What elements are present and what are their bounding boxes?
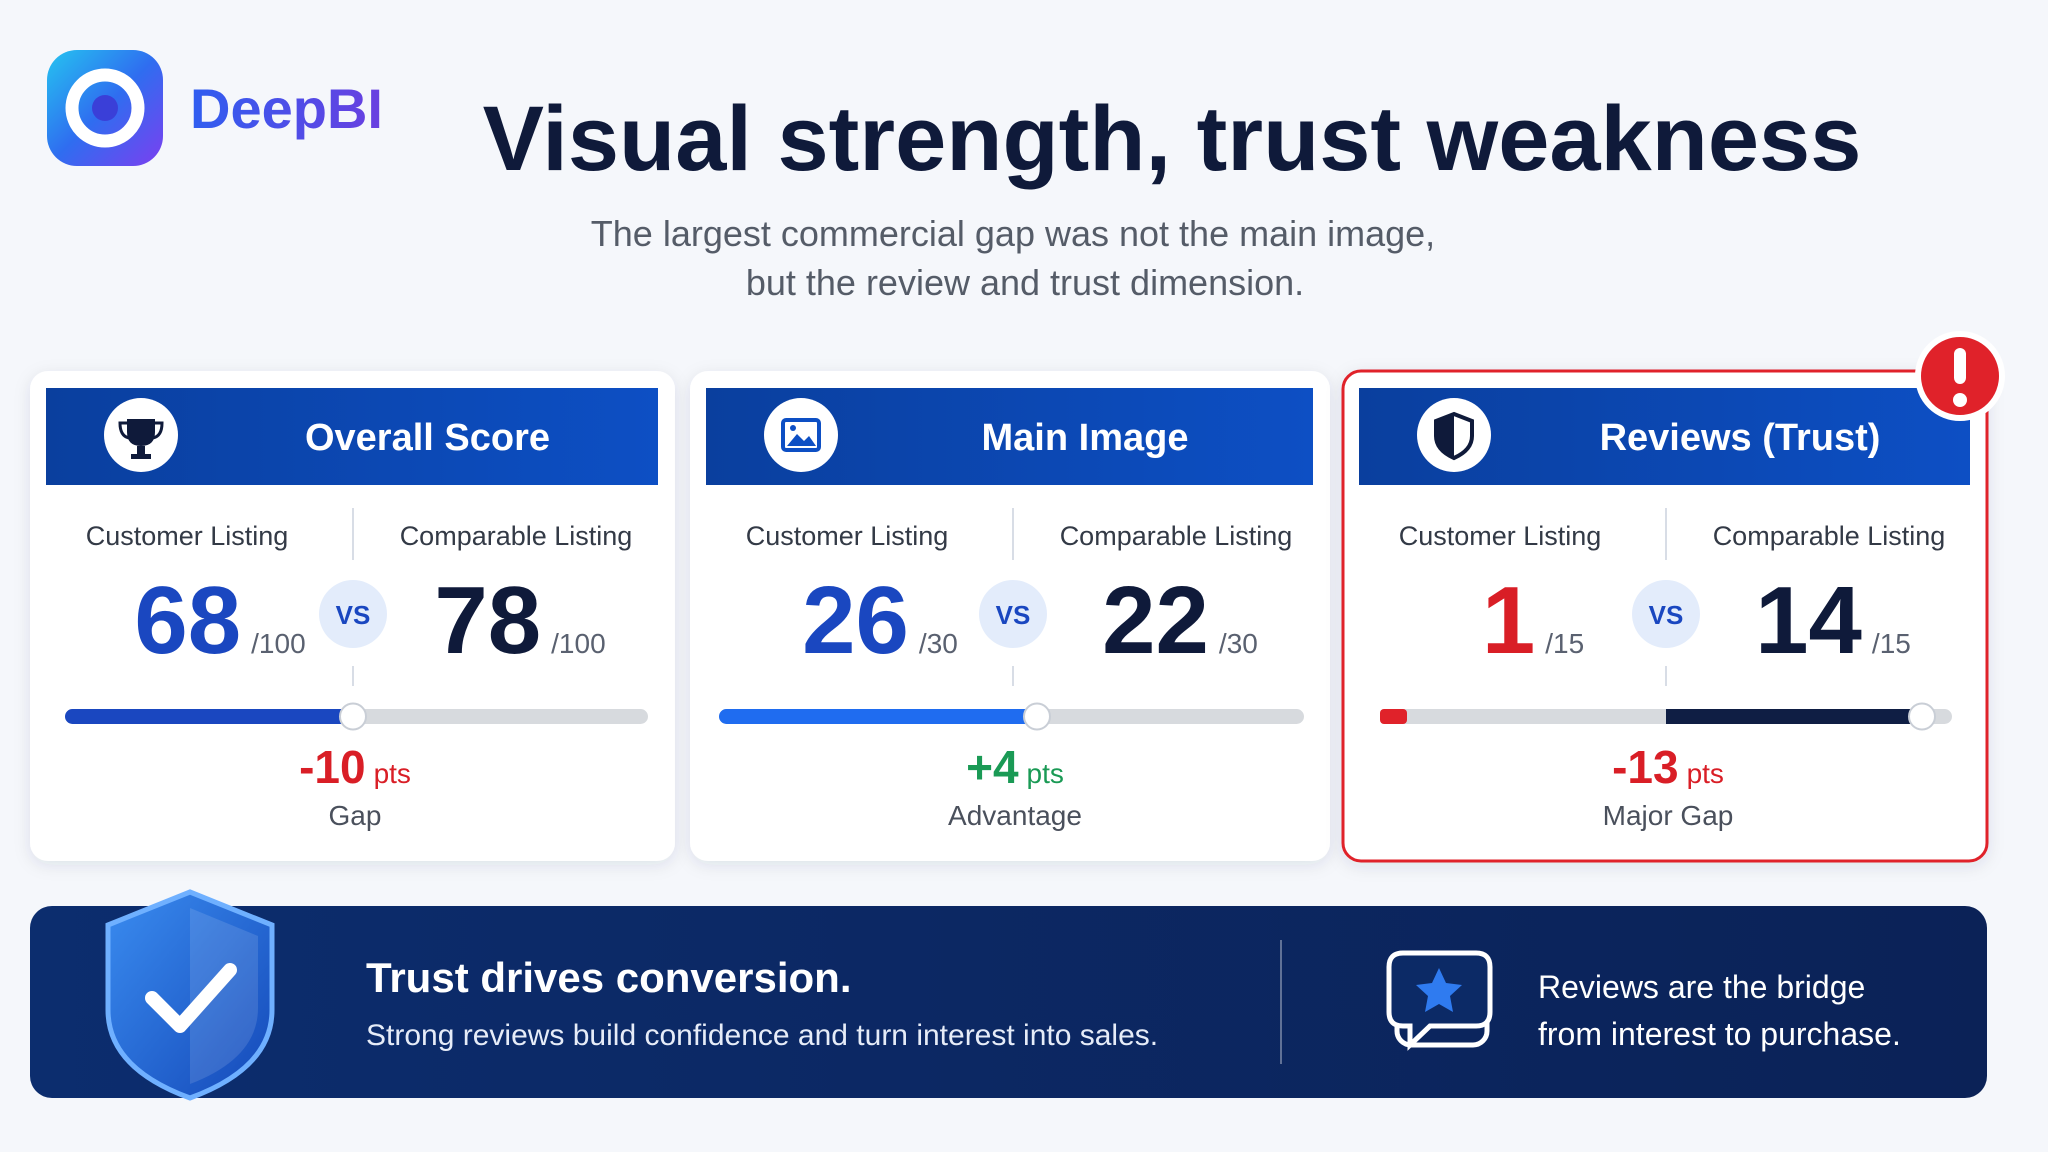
customer-label: Customer Listing bbox=[86, 521, 289, 551]
logo-ring bbox=[65, 68, 145, 148]
comparable-label: Comparable Listing bbox=[1060, 521, 1293, 551]
trophy-handles bbox=[118, 421, 164, 440]
check-icon bbox=[145, 963, 237, 1033]
logo-dot bbox=[92, 95, 118, 121]
image-icon bbox=[781, 418, 821, 452]
banner-note: Reviews are the bridge bbox=[1538, 969, 1865, 1005]
gap: -13 pts bbox=[1612, 741, 1724, 793]
comparable-score: 14/15 bbox=[1755, 567, 1911, 674]
slider-knob bbox=[1908, 702, 1936, 731]
image-icon-sun bbox=[790, 425, 796, 431]
customer-score-value: 68 bbox=[134, 567, 241, 674]
card-title: Main Image bbox=[982, 417, 1189, 459]
customer-label: Customer Listing bbox=[1399, 521, 1602, 551]
customer-score-value: 26 bbox=[802, 567, 909, 674]
alert-mark bbox=[1954, 348, 1966, 384]
banner-text: Strong reviews build confidence and turn… bbox=[366, 1019, 1158, 1052]
comparable-score: 22/30 bbox=[1102, 567, 1258, 674]
cards: Overall Score Customer Listing Comparable … bbox=[30, 369, 1989, 863]
comparable-score: 78/100 bbox=[434, 567, 605, 674]
banner-heading: Trust drives conversion. bbox=[366, 954, 852, 1001]
score-card: Main Image Customer Listing Comparable Lis… bbox=[690, 371, 1330, 861]
gap-label: Advantage bbox=[948, 800, 1082, 831]
customer-label: Customer Listing bbox=[746, 521, 949, 551]
vs-badge bbox=[319, 580, 387, 648]
comparable-label: Comparable Listing bbox=[400, 521, 633, 551]
banner-note: from interest to purchase. bbox=[1538, 1016, 1901, 1052]
customer-score: 68/100 bbox=[134, 567, 305, 674]
slider-fill-red bbox=[1380, 709, 1407, 724]
comparable-score-max: /30 bbox=[1219, 628, 1258, 659]
customer-score: 26/30 bbox=[802, 567, 958, 674]
subtitle: but the review and trust dimension. bbox=[746, 262, 1304, 303]
trophy-icon bbox=[127, 419, 155, 459]
gap-unit: pts bbox=[374, 758, 411, 789]
gap: -10 pts bbox=[299, 741, 411, 793]
gap-value: -13 bbox=[1612, 741, 1678, 793]
shield-shade bbox=[190, 908, 258, 1084]
vs-badge bbox=[979, 580, 1047, 648]
comparable-score-value: 22 bbox=[1102, 567, 1209, 674]
brand-name: DeepBI bbox=[190, 77, 383, 140]
comparable-score-max: /100 bbox=[551, 628, 606, 659]
subtitle: The largest commercial gap was not the m… bbox=[591, 213, 1435, 254]
vs-badge bbox=[1632, 580, 1700, 648]
slider-fill bbox=[719, 709, 1037, 724]
comparable-label: Comparable Listing bbox=[1713, 521, 1946, 551]
gap-value: +4 bbox=[966, 741, 1019, 793]
card-title: Overall Score bbox=[305, 417, 550, 459]
page-title: Visual strength, trust weakness bbox=[483, 88, 1862, 190]
gap-label: Major Gap bbox=[1603, 800, 1734, 831]
customer-score: 1/15 bbox=[1482, 567, 1584, 674]
card-title: Reviews (Trust) bbox=[1600, 417, 1881, 459]
customer-score-max: /100 bbox=[251, 628, 306, 659]
image-icon-hill bbox=[787, 434, 816, 446]
gap-label: Gap bbox=[329, 800, 382, 831]
score-card: Reviews (Trust) Customer Listing Comparabl… bbox=[1341, 369, 1989, 863]
gap-unit: pts bbox=[1687, 758, 1724, 789]
customer-score-value: 1 bbox=[1482, 567, 1535, 674]
slider-fill bbox=[65, 709, 353, 724]
slider-knob bbox=[339, 702, 367, 731]
vs-label: VS bbox=[996, 600, 1031, 630]
score-card: Overall Score Customer Listing Comparable … bbox=[30, 371, 675, 861]
comparable-score-value: 78 bbox=[434, 567, 541, 674]
gap-unit: pts bbox=[1027, 758, 1064, 789]
gap: +4 pts bbox=[966, 741, 1064, 793]
comparable-score-value: 14 bbox=[1755, 567, 1862, 674]
gap-value: -10 bbox=[299, 741, 365, 793]
star-icon bbox=[1416, 968, 1462, 1012]
banner bbox=[30, 906, 1987, 1098]
vs-label: VS bbox=[336, 600, 371, 630]
slider-knob bbox=[1023, 702, 1051, 731]
alert-mark bbox=[1953, 393, 1967, 407]
vs-label: VS bbox=[1649, 600, 1684, 630]
shield-icon-half bbox=[1436, 414, 1454, 458]
customer-score-max: /30 bbox=[919, 628, 958, 659]
customer-score-max: /15 bbox=[1545, 628, 1584, 659]
comparable-score-max: /15 bbox=[1872, 628, 1911, 659]
header-icon-bg bbox=[764, 398, 838, 472]
shield-icon bbox=[105, 889, 275, 1101]
slider-fill-dark bbox=[1666, 709, 1922, 724]
